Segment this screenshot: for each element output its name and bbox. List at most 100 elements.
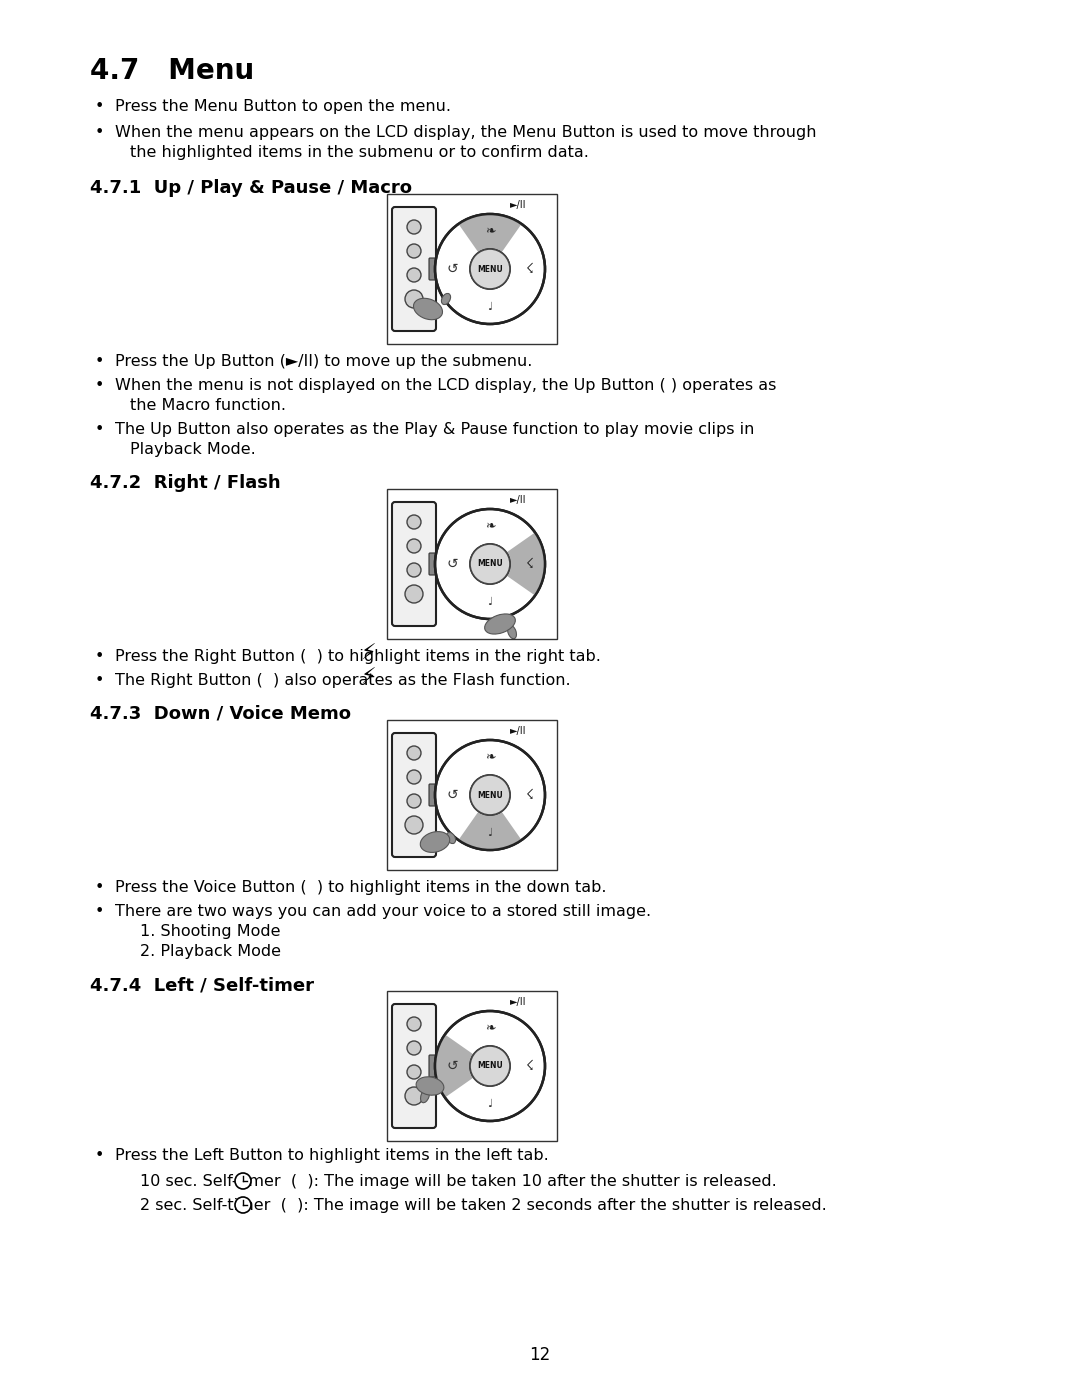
FancyBboxPatch shape [392,733,436,856]
Circle shape [407,1017,421,1031]
Text: •: • [95,880,105,895]
Bar [387,719,557,870]
Circle shape [435,1011,545,1120]
Circle shape [470,543,510,584]
Circle shape [407,563,421,577]
Text: When the menu is not displayed on the LCD display, the Up Button ( ) operates as: When the menu is not displayed on the LC… [114,379,777,393]
Text: ►/II: ►/II [510,495,526,504]
Ellipse shape [485,613,515,634]
Circle shape [407,770,421,784]
Text: ☇: ☇ [526,557,534,571]
Text: Playback Mode.: Playback Mode. [130,441,256,457]
Ellipse shape [446,833,456,844]
Text: the highlighted items in the submenu or to confirm data.: the highlighted items in the submenu or … [130,145,589,161]
FancyBboxPatch shape [429,553,438,576]
Text: •: • [95,1148,105,1162]
Circle shape [407,539,421,553]
Circle shape [435,740,545,849]
Text: 4.7.1  Up / Play & Pause / Macro: 4.7.1 Up / Play & Pause / Macro [90,179,411,197]
Circle shape [235,1173,251,1189]
Text: Press the Left Button to highlight items in the left tab.: Press the Left Button to highlight items… [114,1148,549,1162]
Text: ☇: ☇ [526,263,534,277]
Text: Press the Menu Button to open the menu.: Press the Menu Button to open the menu. [114,99,451,115]
Text: 10 sec. Self-timer  (  ): The image will be taken 10 after the shutter is releas: 10 sec. Self-timer ( ): The image will b… [140,1173,777,1189]
Text: •: • [95,99,105,115]
FancyBboxPatch shape [429,1055,438,1077]
Ellipse shape [416,1077,444,1095]
Text: ♩: ♩ [487,302,492,312]
Text: 4.7.2  Right / Flash: 4.7.2 Right / Flash [90,474,281,492]
Text: There are two ways you can add your voice to a stored still image.: There are two ways you can add your voic… [114,904,651,919]
FancyBboxPatch shape [429,258,438,279]
Text: When the menu appears on the LCD display, the Menu Button is used to move throug: When the menu appears on the LCD display… [114,124,816,140]
Text: ❧: ❧ [485,225,496,237]
FancyBboxPatch shape [392,502,436,626]
Text: ♩: ♩ [487,597,492,608]
Text: 1. Shooting Mode: 1. Shooting Mode [140,923,281,939]
Ellipse shape [442,293,450,305]
Text: ❧: ❧ [485,520,496,532]
Circle shape [407,793,421,807]
FancyBboxPatch shape [392,1004,436,1127]
Circle shape [470,775,510,814]
Text: ↺: ↺ [446,788,458,802]
Ellipse shape [420,1090,430,1102]
Text: ►/II: ►/II [510,997,526,1007]
Text: •: • [95,353,105,369]
Text: ↺: ↺ [446,1059,458,1073]
Circle shape [407,746,421,760]
Circle shape [405,1087,423,1105]
Text: 2 sec. Self-timer  (  ): The image will be taken 2 seconds after the shutter is : 2 sec. Self-timer ( ): The image will be… [140,1199,827,1213]
FancyBboxPatch shape [429,784,438,806]
Bar [387,194,557,344]
FancyBboxPatch shape [392,207,436,331]
Text: •: • [95,422,105,437]
Text: ☇: ☇ [526,1059,534,1073]
Text: MENU: MENU [477,560,503,569]
Text: Press the Voice Button (  ) to highlight items in the down tab.: Press the Voice Button ( ) to highlight … [114,880,607,895]
Text: 4.7   Menu: 4.7 Menu [90,57,254,85]
Text: •: • [95,650,105,664]
Text: Press the Right Button (  ) to highlight items in the right tab.: Press the Right Button ( ) to highlight … [114,650,600,664]
Circle shape [435,214,545,324]
Ellipse shape [414,299,443,320]
Wedge shape [458,214,522,253]
Circle shape [435,509,545,619]
Text: ↺: ↺ [446,557,458,571]
Text: 4.7.3  Down / Voice Memo: 4.7.3 Down / Voice Memo [90,705,351,724]
Text: ►/II: ►/II [510,200,526,210]
Text: ☇: ☇ [526,788,534,802]
Text: ❧: ❧ [485,750,496,764]
Circle shape [235,1197,251,1213]
Wedge shape [458,812,522,849]
Bar [387,990,557,1141]
Text: ♩: ♩ [487,1099,492,1109]
Text: 2. Playback Mode: 2. Playback Mode [140,944,281,958]
Circle shape [407,219,421,235]
Text: ⚡: ⚡ [360,668,376,687]
Text: The Up Button also operates as the Play & Pause function to play movie clips in: The Up Button also operates as the Play … [114,422,754,437]
Circle shape [405,585,423,604]
Text: •: • [95,379,105,393]
Ellipse shape [420,831,449,852]
Circle shape [470,1046,510,1085]
Text: ⚡: ⚡ [360,644,376,664]
Circle shape [407,268,421,282]
Text: 4.7.4  Left / Self-timer: 4.7.4 Left / Self-timer [90,977,314,995]
Wedge shape [507,532,545,595]
Text: 12: 12 [529,1345,551,1363]
Text: ↺: ↺ [446,263,458,277]
Circle shape [405,816,423,834]
Text: the Macro function.: the Macro function. [130,398,286,414]
Text: Press the Up Button (►/II) to move up the submenu.: Press the Up Button (►/II) to move up th… [114,353,532,369]
Wedge shape [435,1034,474,1098]
Text: •: • [95,124,105,140]
Circle shape [470,249,510,289]
Circle shape [407,1041,421,1055]
Circle shape [407,515,421,529]
Ellipse shape [508,626,516,638]
Text: ♩: ♩ [487,828,492,838]
Text: MENU: MENU [477,1062,503,1070]
Text: •: • [95,904,105,919]
Bar [387,489,557,638]
